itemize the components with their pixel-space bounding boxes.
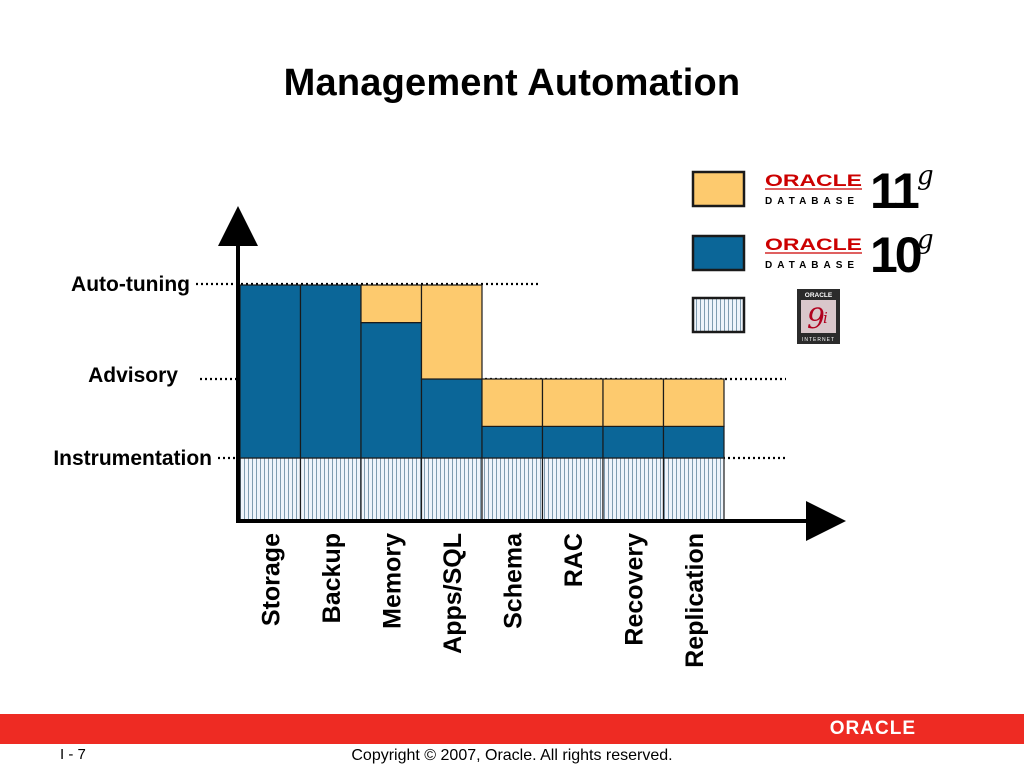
bar-replication-9i: [662, 457, 725, 522]
category-label-storage: Storage: [257, 533, 285, 626]
oracle-9i-logo-word: ORACLE: [805, 292, 833, 299]
bar-memory-11g: [360, 284, 423, 324]
oracle-9i-logo-internet: INTERNET: [802, 337, 835, 343]
footer-oracle-logo: ORACLE: [829, 718, 916, 739]
footer-bar: [0, 714, 1024, 744]
category-label-replication: Replication: [681, 533, 709, 668]
bar-storage-10g: [239, 284, 302, 459]
legend-version-suffix-10g: g: [917, 225, 934, 255]
legend-oracle-word-11g: ORACLE: [765, 171, 862, 190]
bar-memory-10g: [360, 322, 423, 459]
bar-schema-11g: [481, 378, 544, 428]
bar-appssql-11g: [420, 284, 483, 380]
bar-recovery-10g: [602, 425, 665, 459]
bar-replication-10g: [662, 425, 725, 459]
category-label-rac: RAC: [560, 533, 588, 587]
legend-swatch-11g: [691, 170, 746, 208]
level-label-3: Instrumentation: [53, 447, 212, 470]
chart-axes: [218, 206, 846, 541]
bar-storage-9i: [239, 457, 302, 522]
level-label-2: Advisory: [88, 364, 178, 387]
legend-version-number-11g: 11: [870, 163, 919, 219]
bar-memory-9i: [360, 457, 423, 522]
oracle-9i-logo-panel: [801, 300, 836, 333]
level-label-1: Auto-tuning: [71, 273, 190, 296]
bar-schema-9i: [481, 457, 544, 522]
bar-appssql-9i: [420, 457, 483, 522]
category-label-appssql: Apps/SQL: [439, 533, 467, 654]
level-labels: Auto-tuning Advisory Instrumentation: [53, 273, 212, 470]
bar-recovery-11g: [602, 378, 665, 428]
bar-backup-9i: [299, 457, 362, 522]
bar-rac-10g: [541, 425, 604, 459]
bar-replication-11g: [662, 378, 725, 428]
category-label-memory: Memory: [378, 533, 406, 629]
bar-recovery-9i: [602, 457, 665, 522]
category-label-schema: Schema: [499, 532, 527, 629]
bar-stack: [239, 284, 725, 522]
legend-swatch-10g: [691, 234, 746, 272]
legend-swatch-9i: [691, 296, 746, 334]
bar-rac-9i: [541, 457, 604, 522]
legend-version-number-10g: 10: [870, 227, 921, 283]
category-label-recovery: Recovery: [620, 533, 648, 646]
legend-version-suffix-11g: g: [917, 161, 934, 191]
legend-database-word-10g: DATABASE: [765, 260, 859, 271]
bar-appssql-10g: [420, 378, 483, 459]
category-labels: Storage Backup Memory Apps/SQL Schema RAC Reco…: [257, 532, 709, 668]
bar-rac-11g: [541, 378, 604, 428]
oracle-9i-logo-nine: 9: [807, 302, 825, 335]
copyright-notice: Copyright © 2007, Oracle. All rights res…: [351, 747, 673, 764]
bar-backup-10g: [299, 284, 362, 459]
legend-oracle-word-10g: ORACLE: [765, 235, 862, 254]
slide-title: Management Automation: [283, 62, 741, 104]
automation-chart: Auto-tuning Advisory Instrumentation Stora…: [53, 161, 934, 668]
level-guides: [196, 282, 786, 460]
slide-number: I - 7: [60, 746, 86, 763]
bar-schema-10g: [481, 425, 544, 459]
legend-database-word-11g: DATABASE: [765, 196, 859, 207]
category-label-backup: Backup: [318, 533, 346, 623]
oracle-9i-logo-suffix: i: [823, 309, 828, 327]
